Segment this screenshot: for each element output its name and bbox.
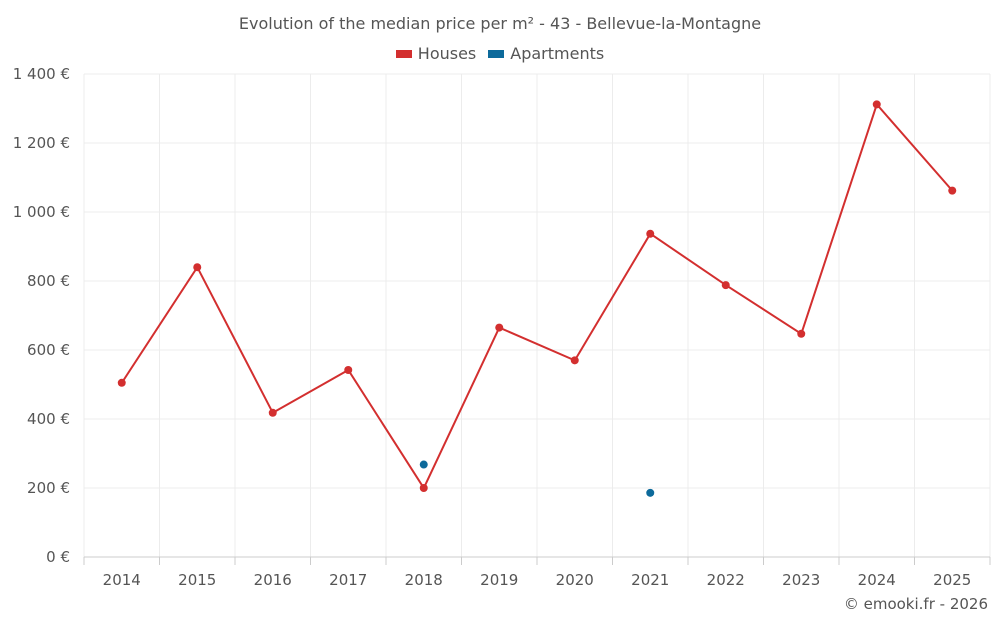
data-point-houses [570, 356, 579, 365]
x-tick-label: 2016 [254, 571, 292, 589]
x-tick-label: 2023 [782, 571, 820, 589]
data-point-houses [872, 100, 881, 109]
y-tick-label: 0 € [46, 548, 70, 566]
data-point-houses [193, 263, 202, 272]
legend: Houses Apartments [0, 44, 1000, 63]
legend-label-houses: Houses [417, 44, 477, 63]
data-point-apartments [419, 460, 428, 469]
legend-swatch-apartments [488, 49, 505, 58]
x-tick-label: 2014 [103, 571, 141, 589]
series-layer [117, 100, 957, 497]
y-tick-label: 1 000 € [13, 203, 70, 221]
y-tick-label: 1 200 € [13, 134, 70, 152]
legend-item-apartments[interactable]: Apartments [488, 44, 604, 63]
y-tick-label: 400 € [27, 410, 70, 428]
data-point-houses [721, 281, 730, 290]
grid-layer [83, 73, 991, 557]
data-point-houses [797, 329, 806, 338]
y-tick-label: 800 € [27, 272, 70, 290]
x-tick-label: 2022 [707, 571, 745, 589]
data-point-houses [344, 366, 353, 375]
x-tick-label: 2020 [556, 571, 594, 589]
legend-swatch-houses [395, 49, 412, 58]
data-point-apartments [646, 488, 655, 497]
x-tick-label: 2019 [480, 571, 518, 589]
y-tick-label: 1 400 € [13, 65, 70, 83]
x-tick-label: 2018 [405, 571, 443, 589]
series-line-houses [120, 102, 954, 491]
chart-title: Evolution of the median price per m² - 4… [238, 14, 762, 33]
data-point-houses [419, 484, 428, 492]
x-tick-label: 2017 [329, 571, 367, 589]
data-point-houses [646, 229, 655, 238]
data-point-houses [495, 323, 504, 332]
y-tick-label: 200 € [27, 479, 70, 497]
legend-label-apartments: Apartments [510, 44, 605, 63]
data-point-houses [268, 408, 277, 417]
axis-layer: 0 € 200 € 400 € 600 € 800 € 1 000 € 1 200 € 1 4… [13, 65, 991, 589]
x-tick-label: 2024 [858, 571, 896, 589]
credit-text: © emooki.fr - 2026 [843, 595, 988, 613]
data-point-houses [948, 186, 957, 195]
data-point-houses [117, 378, 126, 387]
x-tick-label: 2021 [631, 571, 669, 589]
y-tick-label: 600 € [27, 341, 70, 359]
x-tick-label: 2025 [933, 571, 971, 589]
legend-item-houses[interactable]: Houses [395, 44, 477, 63]
x-tick-label: 2015 [178, 571, 216, 589]
